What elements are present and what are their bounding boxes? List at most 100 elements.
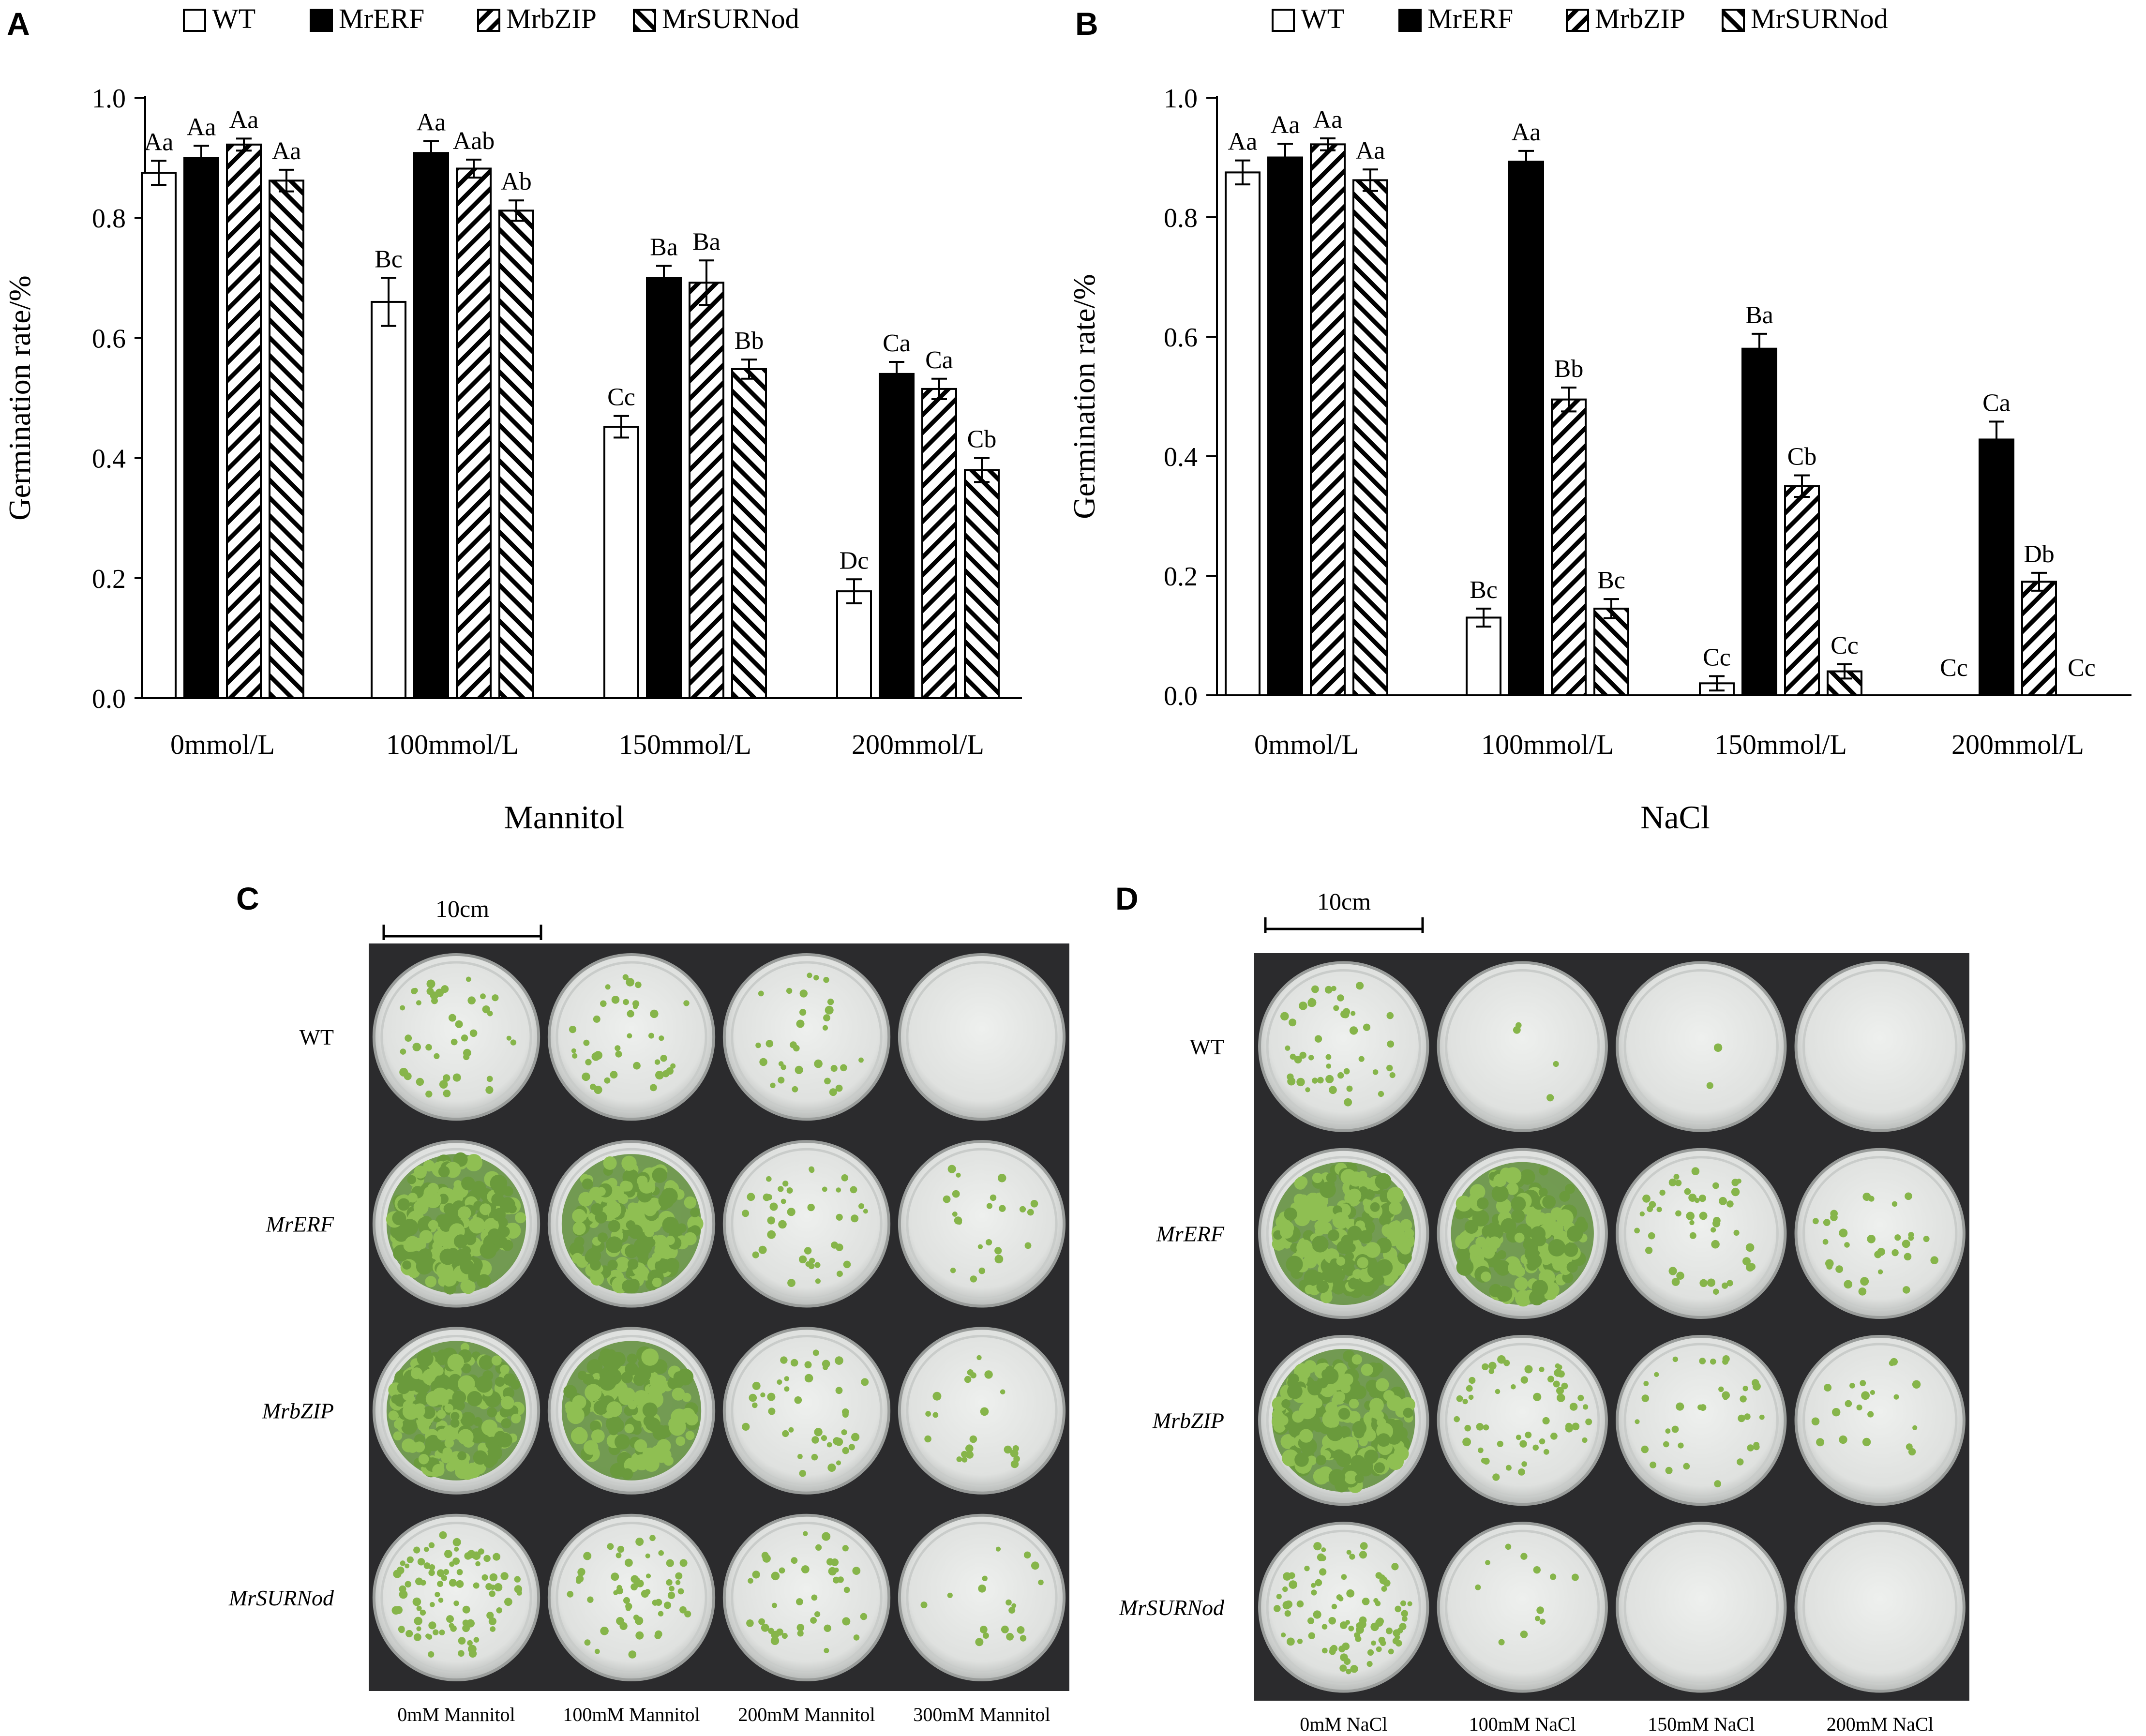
petri-dish-mrerf-0mm-mannitol <box>372 1140 540 1308</box>
significance-label-mrerf-200mmol-l: Ca <box>883 329 911 357</box>
column-label-0mm-nacl: 0mM NaCl <box>1300 1713 1387 1735</box>
bar-mrerf-100mmol-l <box>1508 161 1544 696</box>
x-tick-label-150mmol-l: 150mmol/L <box>1714 729 1847 760</box>
legend-swatch-mrsurnod <box>1722 9 1745 32</box>
significance-label-mrsurnod-200mmol-l: Cc <box>2068 654 2096 682</box>
bar-mrerf-150mmol-l <box>1741 347 1777 696</box>
bar-wt-150mmol-l <box>603 426 639 699</box>
legend-swatch-mrerf <box>1398 9 1422 32</box>
x-tick-label-100mmol-l: 100mmol/L <box>1481 729 1614 760</box>
petri-dish-mrbzip-100mm-nacl <box>1437 1334 1608 1506</box>
bar-mrerf-0mmol-l <box>1267 156 1303 696</box>
bar-mrsurnod-100mmol-l <box>498 210 534 700</box>
petri-dish-mrsurnod-0mm-mannitol <box>372 1513 540 1682</box>
significance-label-mrerf-150mmol-l: Ba <box>650 233 678 261</box>
petri-dish-mrbzip-300mm-mannitol <box>898 1327 1066 1495</box>
petri-dish-wt-300mm-mannitol <box>898 953 1066 1121</box>
panel-letter-b: B <box>1075 6 1098 42</box>
bar-mrerf-150mmol-l <box>646 277 682 699</box>
y-tick-label: 0.2 <box>92 564 126 594</box>
bar-mrerf-100mmol-l <box>413 152 449 699</box>
photo-panel-mannitol: 10cm WT MrERF MrbZIP MrSURNod 0mM Mannitol 100… <box>228 895 1069 1725</box>
y-tick-label: 0.6 <box>92 324 126 354</box>
legend-swatch-mrerf <box>310 9 333 32</box>
bar-mrsurnod-0mmol-l <box>269 180 304 699</box>
significance-label-mrbzip-200mmol-l: Db <box>2024 540 2055 568</box>
row-label-mrerf: MrERF <box>1156 1221 1224 1246</box>
x-tick-label-100mmol-l: 100mmol/L <box>386 729 519 760</box>
petri-dish-mrbzip-100mm-mannitol <box>547 1327 716 1495</box>
bar-wt-0mmol-l <box>1225 171 1261 696</box>
scale-bar-label: 10cm <box>435 895 489 922</box>
bar-wt-100mmol-l <box>371 300 406 699</box>
petri-dish-mrbzip-150mm-nacl <box>1616 1334 1787 1506</box>
bar-mrbzip-100mmol-l <box>1551 398 1587 696</box>
bar-mrbzip-150mmol-l <box>689 282 724 699</box>
legend-label-mrbzip: MrbZIP <box>1595 3 1685 34</box>
petri-dish-mrsurnod-200mm-mannitol <box>722 1513 891 1682</box>
bar-mrbzip-0mmol-l <box>226 143 262 700</box>
x-tick-label-0mmol-l: 0mmol/L <box>170 729 275 760</box>
y-tick-label: 1.0 <box>1164 84 1198 114</box>
petri-dish-wt-0mm-mannitol <box>372 953 540 1121</box>
petri-dish-wt-150mm-nacl <box>1616 961 1787 1132</box>
significance-label-wt-0mmol-l: Aa <box>144 128 174 156</box>
y-tick-label: 1.0 <box>92 84 126 114</box>
legend-label-mrerf: MrERF <box>1427 3 1513 34</box>
y-tick-label: 0.0 <box>1164 681 1198 711</box>
bar-wt-100mmol-l <box>1466 616 1501 696</box>
row-label-mrerf: MrERF <box>265 1212 334 1236</box>
column-label-0mm-mannitol: 0mM Mannitol <box>397 1704 515 1725</box>
column-label-100mm-nacl: 100mM NaCl <box>1469 1713 1576 1735</box>
significance-label-mrsurnod-0mmol-l: Aa <box>1356 137 1385 165</box>
bar-mrbzip-200mmol-l <box>921 388 957 699</box>
significance-label-mrerf-0mmol-l: Aa <box>187 113 216 141</box>
row-label-mrsurnod: MrSURNod <box>1119 1595 1225 1620</box>
bar-mrsurnod-0mmol-l <box>1352 179 1388 696</box>
petri-dish-mrerf-100mm-mannitol <box>547 1140 716 1308</box>
y-tick-label: 0.0 <box>92 684 126 714</box>
significance-label-mrbzip-150mmol-l: Cb <box>1787 443 1817 471</box>
y-tick-label: 0.8 <box>92 204 126 234</box>
petri-dish-mrsurnod-100mm-nacl <box>1437 1522 1608 1693</box>
y-axis-title: Germination rate/% <box>2 275 37 520</box>
x-axis-title: Mannitol <box>504 799 624 836</box>
significance-label-mrsurnod-100mmol-l: Bc <box>1597 567 1625 594</box>
column-label-100mm-mannitol: 100mM Mannitol <box>563 1704 700 1725</box>
photo-panel-nacl: 10cm WT MrERF MrbZIP MrSURNod 0mM NaCl 100mM N… <box>1119 888 1969 1735</box>
petri-dish-mrerf-200mm-mannitol <box>722 1140 891 1308</box>
legend-label-mrerf: MrERF <box>339 3 424 34</box>
bar-mrbzip-100mmol-l <box>456 167 492 699</box>
legend-swatch-mrbzip <box>1566 9 1589 32</box>
y-axis-title: Germination rate/% <box>1067 274 1101 519</box>
petri-dish-wt-100mm-mannitol <box>547 953 716 1121</box>
row-label-mrbzip: MrbZIP <box>1152 1408 1224 1433</box>
legend-panel-a: WT MrERF MrbZIP MrSURNod <box>183 3 799 34</box>
petri-dish-mrsurnod-100mm-mannitol <box>547 1513 716 1682</box>
y-tick-label: 0.4 <box>1164 442 1198 472</box>
bar-mrsurnod-200mmol-l <box>964 469 1000 699</box>
significance-label-mrbzip-0mmol-l: Aa <box>1313 106 1343 134</box>
significance-label-mrbzip-150mmol-l: Ba <box>692 228 720 255</box>
bar-mrerf-200mmol-l <box>1979 438 2014 696</box>
panel-letter-a: A <box>7 6 30 42</box>
bar-mrsurnod-150mmol-l <box>731 368 767 699</box>
significance-label-mrsurnod-0mmol-l: Aa <box>272 137 301 165</box>
legend-swatch-wt <box>1272 9 1295 32</box>
bar-mrbzip-0mmol-l <box>1310 143 1346 697</box>
legend-swatch-mrbzip <box>477 9 500 32</box>
bar-chart-nacl: 0.0 0.2 0.4 0.6 0.8 1.0 Germination rate/% NaCl… <box>1067 84 2131 836</box>
significance-label-mrerf-0mmol-l: Aa <box>1271 111 1300 139</box>
x-axis-title: NaCl <box>1640 799 1710 836</box>
significance-label-wt-200mmol-l: Cc <box>1940 654 1968 682</box>
y-tick-label: 0.2 <box>1164 562 1198 592</box>
petri-dish-wt-0mm-nacl <box>1258 961 1429 1132</box>
panel-letter-d: D <box>1115 881 1139 916</box>
significance-label-wt-100mmol-l: Bc <box>1470 576 1498 604</box>
petri-dish-mrerf-150mm-nacl <box>1616 1148 1787 1319</box>
petri-dish-mrbzip-200mm-mannitol <box>722 1327 891 1495</box>
significance-label-mrbzip-100mmol-l: Bb <box>1554 355 1584 383</box>
x-tick-label-150mmol-l: 150mmol/L <box>619 729 751 760</box>
row-label-mrsurnod: MrSURNod <box>228 1586 334 1610</box>
significance-label-mrsurnod-100mmol-l: Ab <box>501 168 532 195</box>
